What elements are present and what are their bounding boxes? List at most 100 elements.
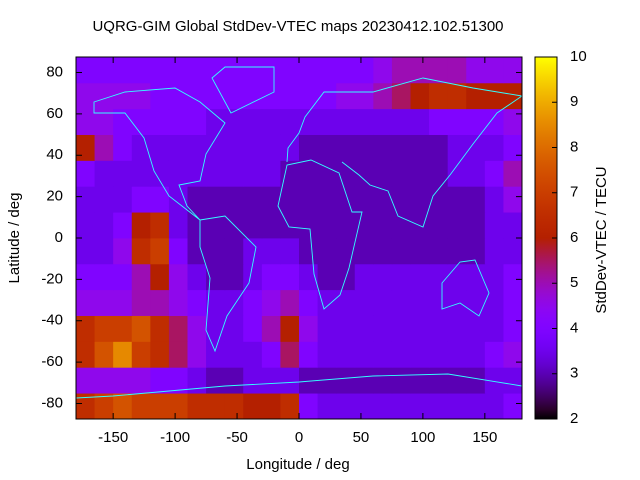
heatmap-cell [113,212,133,239]
heatmap-cell [410,186,430,213]
coastline [277,159,363,310]
heatmap-cell [261,315,281,342]
heatmap-cell [280,108,300,135]
heatmap-cell [94,263,114,291]
y-tick-label: 80 [46,63,63,80]
heatmap-cell [447,108,467,135]
y-tick-label: -60 [41,353,63,370]
coastline [93,87,226,221]
heatmap-cell [336,57,356,84]
heatmap-cell [113,315,133,342]
heatmap-cell [243,341,263,368]
heatmap-cell [113,393,133,420]
heatmap-cell [373,393,393,420]
heatmap-cell [150,108,170,135]
heatmap-cell [429,108,449,135]
heatmap-cell [373,160,393,187]
heatmap-cell [503,108,523,135]
heatmap-cell [261,57,281,84]
heatmap-cell [466,108,486,135]
heatmap-cell [466,289,486,316]
heatmap-cell [317,289,337,316]
heatmap-cell [373,289,393,316]
heatmap-cell [299,289,318,316]
x-tick-label: -50 [226,429,248,446]
heatmap-cell [280,186,300,213]
heatmap-cell [354,238,374,265]
heatmap-cell [280,134,300,161]
heatmap-cell [243,134,263,161]
heatmap-cell [373,315,393,342]
heatmap-cell [94,393,114,420]
heatmap-cell [503,393,523,420]
heatmap-cell [131,57,151,84]
heatmap-cell [503,238,523,265]
y-tick-label: 40 [46,146,63,163]
heatmap-cell [317,238,337,265]
heatmap-cell [299,367,318,394]
heatmap-cell [150,263,170,291]
heatmap-cell [336,108,356,135]
heatmap-cell [168,263,188,291]
heatmap-cell [299,134,318,161]
heatmap-cell [429,238,449,265]
heatmap-cell [466,160,486,187]
heatmap-cell [187,134,207,161]
heatmap-cell [168,238,188,265]
heatmap-cell [373,212,393,239]
heatmap-cell [317,393,337,420]
heatmap-cell [503,186,523,213]
heatmap-cell [410,160,430,187]
heatmap-cell [261,341,281,368]
heatmap-cell [410,108,430,135]
heatmap-cell [76,212,95,239]
heatmap-cell [94,212,114,239]
heatmap-cell [76,341,95,368]
heatmap-cell [410,263,430,291]
heatmap-cell [168,315,188,342]
heatmap-cell [168,367,188,394]
heatmap-cell [94,367,114,394]
heatmap-cell [503,160,523,187]
colorbar-tick-label: 6 [570,229,578,246]
heatmap-cell [317,315,337,342]
heatmap-cell [187,393,207,420]
heatmap-cell [317,160,337,187]
colorbar-tick-label: 4 [570,319,578,336]
heatmap-cell [354,367,374,394]
x-tick-label: 50 [353,429,370,446]
heatmap-cells [76,57,523,420]
heatmap-cell [373,134,393,161]
heatmap-cell [150,238,170,265]
heatmap-cell [168,341,188,368]
heatmap-cell [113,263,133,291]
heatmap-cell [466,263,486,291]
heatmap-cell [113,134,133,161]
heatmap-cell [261,263,281,291]
heatmap-cell [113,289,133,316]
heatmap-cell [391,341,411,368]
heatmap-cell [447,289,467,316]
heatmap-cell [187,341,207,368]
heatmap-cell [484,289,504,316]
heatmap-cell [466,341,486,368]
x-tick-label: -150 [98,429,128,446]
heatmap-cell [206,160,226,187]
heatmap-cell [299,341,318,368]
y-tick-label: -40 [41,312,63,329]
heatmap-cell [299,238,318,265]
heatmap-cell [206,367,226,394]
heatmap-cell [224,341,244,368]
heatmap-cell [224,57,244,84]
heatmap-cell [94,160,114,187]
heatmap-cell [224,108,244,135]
heatmap-cell [336,186,356,213]
heatmap-cell [187,82,207,110]
heatmap-cell [261,134,281,161]
heatmap-cell [261,238,281,265]
heatmap-cell [503,134,523,161]
heatmap-cell [391,393,411,420]
heatmap-cell [466,57,486,84]
heatmap-cell [410,134,430,161]
